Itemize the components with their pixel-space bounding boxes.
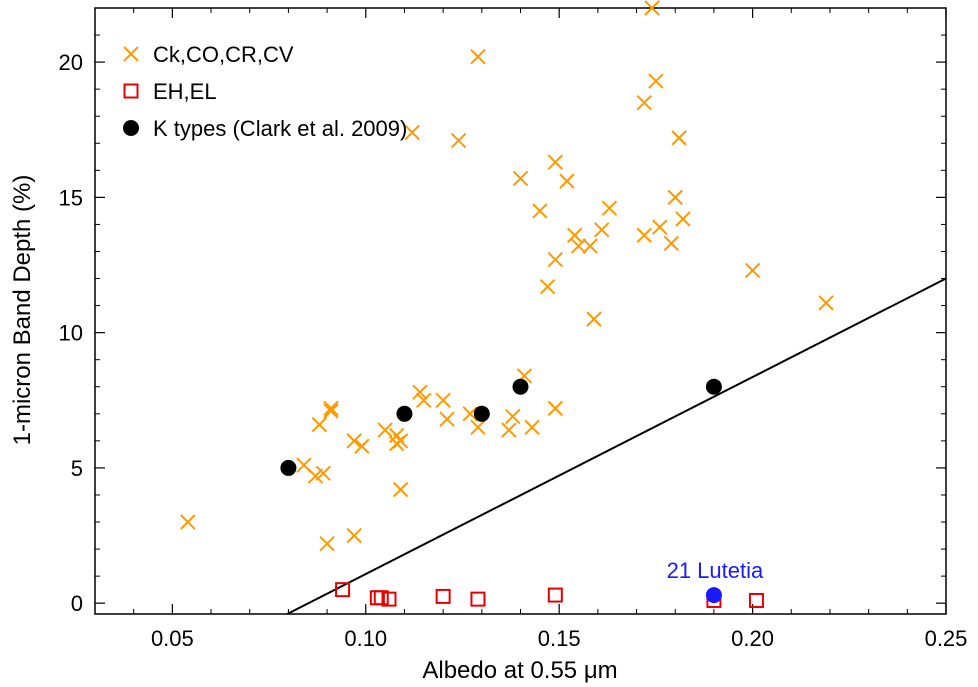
chondrite-point xyxy=(653,220,667,234)
chondrite-point xyxy=(347,434,361,448)
k-type-point xyxy=(706,379,722,395)
enstatite-point xyxy=(750,594,763,607)
chondrite-point xyxy=(595,223,609,237)
enstatite-point xyxy=(549,589,562,602)
chondrite-point xyxy=(514,171,528,185)
legend-label: K types (Clark et al. 2009) xyxy=(153,116,407,141)
chondrite-point xyxy=(602,201,616,215)
chondrite-point xyxy=(394,434,408,448)
legend-item: Ck,CO,CR,CV xyxy=(124,42,294,67)
y-tick-label: 15 xyxy=(59,185,83,210)
trend-line xyxy=(287,279,946,614)
chondrite-point xyxy=(440,412,454,426)
chondrite-point xyxy=(568,228,582,242)
legend-marker xyxy=(125,85,138,98)
chondrite-point xyxy=(637,96,651,110)
y-tick-label: 0 xyxy=(71,591,83,616)
k-type-point xyxy=(513,379,529,395)
chondrite-point xyxy=(560,174,574,188)
chondrite-point xyxy=(436,393,450,407)
chondrite-point xyxy=(746,263,760,277)
x-tick-label: 0.10 xyxy=(344,626,387,651)
chondrite-point xyxy=(324,401,338,415)
chondrite-point xyxy=(312,418,326,432)
chondrite-point xyxy=(649,74,663,88)
chondrite-point xyxy=(533,204,547,218)
chondrite-point xyxy=(320,537,334,551)
chondrite-point xyxy=(502,423,516,437)
chondrite-point xyxy=(471,50,485,64)
k-type-point xyxy=(396,406,412,422)
chondrite-point xyxy=(548,155,562,169)
chondrite-point xyxy=(471,420,485,434)
chondrite-point xyxy=(637,228,651,242)
enstatite-point xyxy=(437,590,450,603)
chondrite-point xyxy=(583,239,597,253)
k-type-point xyxy=(280,460,296,476)
chondrite-point xyxy=(541,280,555,294)
chondrite-point xyxy=(664,236,678,250)
legend-item: K types (Clark et al. 2009) xyxy=(123,116,407,141)
plot-frame xyxy=(95,8,946,614)
chondrite-point xyxy=(355,439,369,453)
x-tick-label: 0.20 xyxy=(731,626,774,651)
chondrite-point xyxy=(452,134,466,148)
legend-label: EH,EL xyxy=(153,79,217,104)
chondrite-point xyxy=(819,296,833,310)
chondrite-point xyxy=(672,131,686,145)
chondrite-point xyxy=(525,420,539,434)
y-tick-label: 20 xyxy=(59,50,83,75)
chondrite-point xyxy=(587,312,601,326)
chondrite-point xyxy=(324,404,338,418)
chondrite-point xyxy=(394,483,408,497)
enstatite-point xyxy=(471,593,484,606)
y-tick-label: 10 xyxy=(59,321,83,346)
chondrite-point xyxy=(548,401,562,415)
y-tick-label: 5 xyxy=(71,456,83,481)
legend-marker xyxy=(124,47,138,61)
x-tick-label: 0.15 xyxy=(538,626,581,651)
x-tick-label: 0.05 xyxy=(151,626,194,651)
chondrite-point xyxy=(347,529,361,543)
lutetia-label: 21 Lutetia xyxy=(667,558,764,583)
y-axis-label: 1-micron Band Depth (%) xyxy=(9,175,36,446)
lutetia-point xyxy=(706,587,722,603)
k-type-point xyxy=(474,406,490,422)
chondrite-point xyxy=(668,190,682,204)
legend-label: Ck,CO,CR,CV xyxy=(153,42,294,67)
chondrite-point xyxy=(548,253,562,267)
chondrite-point xyxy=(506,410,520,424)
legend-marker xyxy=(123,120,139,136)
chondrite-point xyxy=(572,239,586,253)
chondrite-point xyxy=(676,212,690,226)
x-tick-label: 0.25 xyxy=(925,626,968,651)
x-axis-label: Albedo at 0.55 μm xyxy=(422,657,617,684)
chondrite-point xyxy=(181,515,195,529)
legend-item: EH,EL xyxy=(125,79,217,104)
